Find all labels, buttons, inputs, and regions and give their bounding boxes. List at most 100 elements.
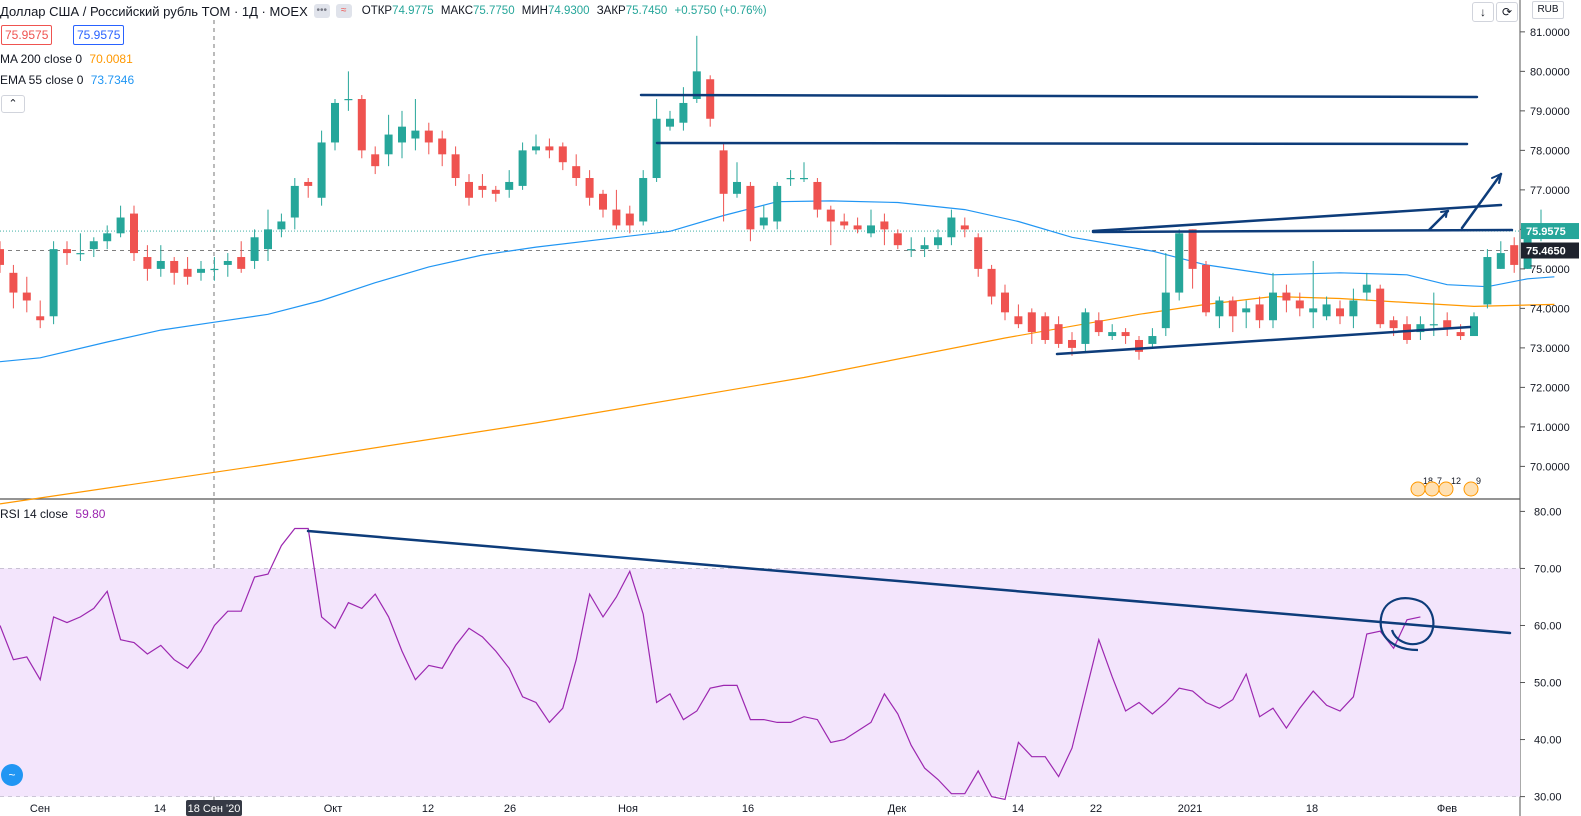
ref-price-box[interactable]: [1521, 242, 1579, 259]
candle-up: [1161, 292, 1170, 329]
candle-down: [1443, 320, 1452, 329]
candle-down: [545, 146, 554, 151]
bid-price-box[interactable]: 75.9575: [1, 25, 53, 45]
breakout-arrow-short[interactable]: [1427, 209, 1450, 232]
currency-badge[interactable]: RUB: [1532, 1, 1564, 19]
price-tick-label: 81.0000: [1530, 27, 1570, 39]
low-value: 74.9300: [547, 5, 590, 17]
symbol-title[interactable]: Доллар США / Российский рубль TOM · 1Д ·…: [0, 3, 308, 19]
candle-up: [290, 185, 299, 218]
collapse-legend-button[interactable]: ⌃: [1, 95, 25, 113]
candle-down: [491, 189, 500, 194]
candle-up: [1175, 233, 1184, 293]
chart-header: Доллар США / Российский рубль TOM · 1Д ·…: [0, 2, 771, 20]
candle-down: [304, 181, 313, 186]
candle-down: [438, 138, 447, 155]
candle-down: [1510, 245, 1519, 265]
candle-down: [1054, 324, 1063, 344]
candle-down: [1001, 292, 1009, 313]
ema55-legend[interactable]: EMA 55 close 0 73.7346: [0, 73, 134, 87]
open-label: ОТКР: [361, 5, 393, 17]
candle-up: [907, 249, 916, 251]
open-value: 74.9775: [392, 5, 434, 17]
event-badge-icon[interactable]: [1438, 481, 1454, 497]
event-badge-icon[interactable]: [1463, 481, 1479, 497]
candle-up: [1309, 308, 1318, 313]
ma200-legend[interactable]: MA 200 close 0 70.0081: [0, 52, 133, 66]
horizontal-level-line[interactable]: [1091, 228, 1514, 234]
rsi-legend[interactable]: RSI 14 close 59.80: [0, 507, 105, 521]
candle-up: [223, 260, 232, 265]
candle-down: [612, 209, 621, 226]
rsi-trendline[interactable]: [306, 529, 1512, 635]
high-label: МАКС: [440, 5, 474, 17]
candle-up: [800, 178, 808, 180]
candle-up: [317, 142, 326, 198]
candle-up: [532, 146, 540, 151]
ma200-value: 70.0081: [89, 52, 133, 66]
scroll-down-button[interactable]: ↓: [1472, 2, 1494, 22]
candle-down: [1188, 229, 1197, 269]
candle-down: [424, 130, 433, 143]
candle-down: [451, 154, 460, 179]
rsi-tick-label: 60.00: [1534, 620, 1562, 632]
candle-down: [1041, 316, 1050, 340]
candle-up: [411, 130, 420, 139]
candle-up: [692, 71, 701, 100]
candle-down: [558, 146, 567, 163]
candle-down: [1376, 288, 1385, 325]
resistance-line-78[interactable]: [655, 141, 1469, 146]
reset-chart-button[interactable]: ⟳: [1496, 2, 1518, 22]
candle-down: [599, 193, 607, 210]
candle-down: [1094, 320, 1103, 333]
candle-up: [1108, 332, 1117, 337]
candle-down: [1255, 304, 1264, 321]
candle-down: [719, 150, 728, 194]
candle-up: [1470, 316, 1478, 337]
candle-down: [357, 99, 366, 151]
current-price-box[interactable]: [1521, 223, 1579, 240]
candle-up: [1483, 257, 1492, 305]
candle-down: [880, 221, 889, 230]
candle-down: [813, 181, 822, 210]
time-axis-label: Дек: [888, 803, 907, 815]
candle-up: [1215, 300, 1224, 317]
arrowhead-long-a[interactable]: [1491, 173, 1502, 179]
arrowhead-short-b[interactable]: [1445, 210, 1448, 218]
candle-up: [210, 268, 219, 271]
tradingview-logo-icon[interactable]: ~: [1, 764, 23, 786]
rsi-tick-label: 40.00: [1534, 735, 1562, 747]
breakout-arrow-long[interactable]: [1460, 172, 1503, 230]
channel-top-line[interactable]: [1091, 203, 1503, 233]
channel-bottom-line[interactable]: [1055, 325, 1472, 356]
candle-down: [465, 181, 473, 198]
candle-up: [197, 268, 205, 273]
time-axis-label: 14: [154, 803, 166, 815]
candle-up: [344, 99, 353, 101]
compare-wave-icon[interactable]: ≈: [335, 4, 352, 18]
candle-up: [1322, 304, 1331, 317]
visibility-dots-icon[interactable]: •••: [313, 4, 330, 18]
candle-up: [733, 181, 741, 194]
price-tick-label: 78.0000: [1530, 145, 1570, 157]
candle-down: [1295, 300, 1304, 309]
candle-down: [1202, 264, 1210, 313]
candle-up: [250, 237, 259, 261]
arrowhead-long-b[interactable]: [1498, 173, 1502, 184]
close-label: ЗАКР: [596, 5, 626, 17]
rsi-value: 59.80: [75, 507, 106, 521]
candle-down: [840, 221, 849, 226]
candle-down: [1027, 312, 1036, 333]
candle-down: [826, 209, 835, 222]
candle-down: [371, 154, 380, 167]
price-tick-label: 75.0000: [1530, 264, 1570, 276]
ma200-line: [0, 295, 1555, 505]
change-value: +0.5750 (+0.76%): [674, 5, 767, 17]
candle-up: [384, 134, 393, 155]
resistance-line-79[interactable]: [639, 93, 1479, 99]
ask-price-box[interactable]: 75.9575: [73, 25, 125, 45]
candle-down: [0, 249, 4, 265]
rsi-highlight-circle[interactable]: [1379, 597, 1435, 652]
candle-up: [76, 253, 85, 255]
